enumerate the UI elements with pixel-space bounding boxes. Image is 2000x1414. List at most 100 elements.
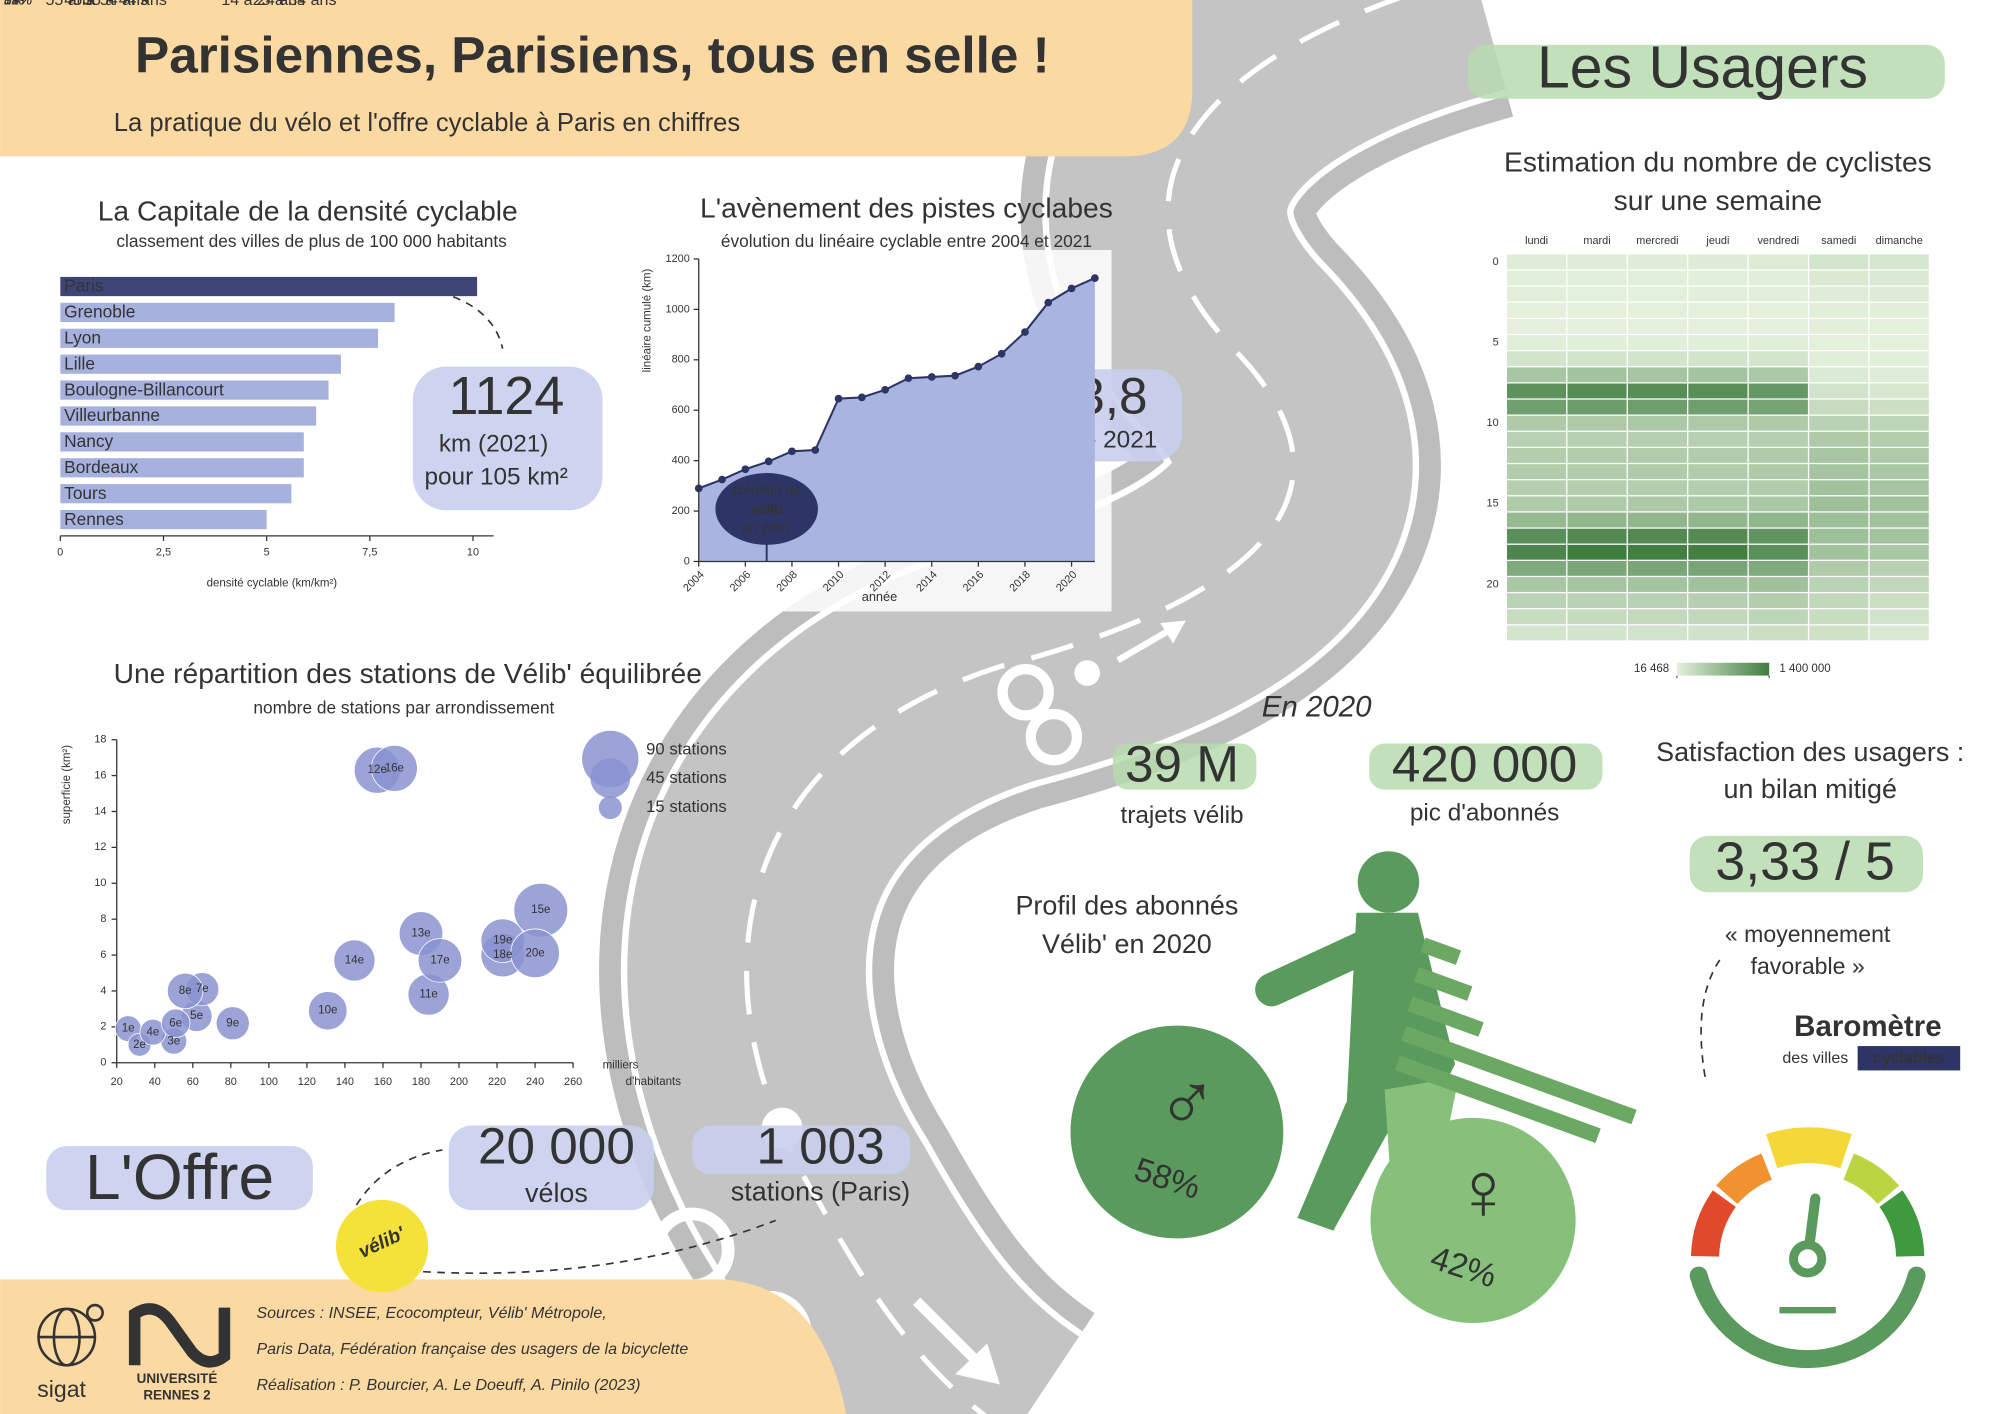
heat-cell (1627, 480, 1688, 496)
heat-cell (1688, 431, 1748, 447)
bubble-label: 15e (531, 904, 550, 916)
heat-cell (1869, 512, 1929, 528)
header-panel (0, 0, 1193, 157)
heat-cell (1748, 496, 1808, 512)
heat-cell (1748, 399, 1808, 415)
heat-cell (1748, 593, 1808, 609)
x-tick-label: 5 (264, 546, 270, 558)
heat-cell (1809, 625, 1869, 641)
y-tick-label: 20 (1487, 578, 1499, 590)
bubble-label: 13e (411, 928, 430, 940)
heat-cell (1869, 480, 1929, 496)
heat-cell (1748, 270, 1808, 286)
bubble-label: 11e (419, 989, 437, 1001)
heat-cell (1869, 448, 1929, 463)
heat-cell (1688, 399, 1748, 415)
gender-disc (1370, 1117, 1576, 1323)
heat-cell (1809, 577, 1869, 592)
density-unit: km (2021) (439, 430, 549, 457)
heat-cell (1688, 318, 1748, 334)
x-axis-label: milliers (603, 1059, 639, 1071)
chart-title: L'avènement des pistes cyclabes (700, 192, 1113, 224)
heat-cell (1869, 367, 1929, 383)
bar-label: Rennes (64, 509, 124, 529)
point (834, 394, 843, 403)
heat-cell (1688, 302, 1748, 318)
heat-cell (1809, 496, 1869, 512)
heat-cell (1809, 367, 1869, 383)
stations-value: 1 003 (756, 1117, 884, 1174)
gender-disc (1070, 1025, 1284, 1239)
point (858, 393, 866, 402)
age-share: 9% (4, 0, 24, 7)
heat-cell (1869, 528, 1929, 544)
heat-cell (1809, 544, 1869, 560)
heat-cell (1567, 512, 1627, 528)
heat-cell (1748, 367, 1808, 383)
heat-cell (1748, 318, 1808, 334)
heat-cell (1627, 544, 1688, 560)
heat-cell (1748, 625, 1808, 641)
age-share: 34% (4, 0, 32, 7)
rennes-logo (128, 1303, 231, 1368)
heat-cell (1507, 544, 1567, 560)
heat-cell (1748, 609, 1808, 625)
age-category: 25 à 34 ans (253, 0, 337, 9)
heat-cell (1688, 593, 1748, 609)
bubble (166, 972, 204, 1010)
heat-cell (1748, 480, 1808, 496)
bar-label: Tours (64, 483, 107, 503)
heat-cell (1748, 528, 1808, 544)
trips-label: trajets vélib (1120, 802, 1243, 829)
x-tick-label: 120 (298, 1076, 316, 1088)
age-category: 45 à 54 ans (64, 0, 148, 9)
heat-cell (1627, 448, 1688, 463)
bubble (333, 939, 376, 982)
heat-cell (1567, 464, 1627, 480)
heat-cell (1507, 335, 1567, 350)
sigat-globe (37, 1303, 104, 1367)
annotation-text: vélib (751, 501, 784, 517)
heat-cell (1507, 318, 1567, 334)
y-tick-label: 0 (1493, 256, 1499, 268)
trips-value: 39 M (1125, 735, 1239, 792)
heat-cell (1507, 609, 1567, 625)
y-tick-label: 8 (100, 913, 106, 925)
heat-cell (1567, 254, 1627, 270)
bubble (161, 1008, 191, 1038)
bar (60, 276, 478, 297)
heat-cell (1688, 496, 1748, 512)
heat-cell (1627, 577, 1688, 592)
size-legend-label: 15 stations (646, 797, 727, 816)
y-tick-label: 10 (94, 877, 106, 889)
main-title: Parisiennes, Parisiens, tous en selle ! (135, 27, 1050, 84)
bubble-label: 7e (196, 983, 209, 995)
heat-cell (1809, 480, 1869, 496)
profile-title: Vélib' en 2020 (1042, 929, 1212, 959)
heat-cell (1688, 577, 1748, 592)
density-area: pour 105 km² (424, 464, 567, 491)
point (1044, 298, 1053, 307)
heat-cell (1809, 431, 1869, 447)
heat-cell (1688, 609, 1748, 625)
y-tick-label: 1200 (666, 253, 690, 265)
y-tick-label: 5 (1493, 336, 1499, 348)
heat-cell (1627, 254, 1688, 270)
point (951, 371, 959, 380)
heat-cell (1869, 593, 1929, 609)
heat-cell (1748, 464, 1808, 480)
point (904, 374, 913, 383)
chart-title: La Capitale de la densité cyclable (98, 194, 518, 226)
source-line: Sources : INSEE, Ecocompteur, Vélib' Mét… (256, 1304, 606, 1322)
size-legend-bubble (598, 796, 622, 820)
heat-cell (1507, 528, 1567, 544)
point (1067, 284, 1076, 293)
x-tick-label: 220 (488, 1076, 506, 1088)
y-tick-label: 0 (684, 555, 690, 567)
bubble-label: 18e (493, 949, 512, 961)
heat-cell (1627, 593, 1688, 609)
connectors (355, 291, 1722, 1274)
heat-cell (1507, 560, 1567, 576)
subtitle: La pratique du vélo et l'offre cyclable … (114, 109, 740, 137)
